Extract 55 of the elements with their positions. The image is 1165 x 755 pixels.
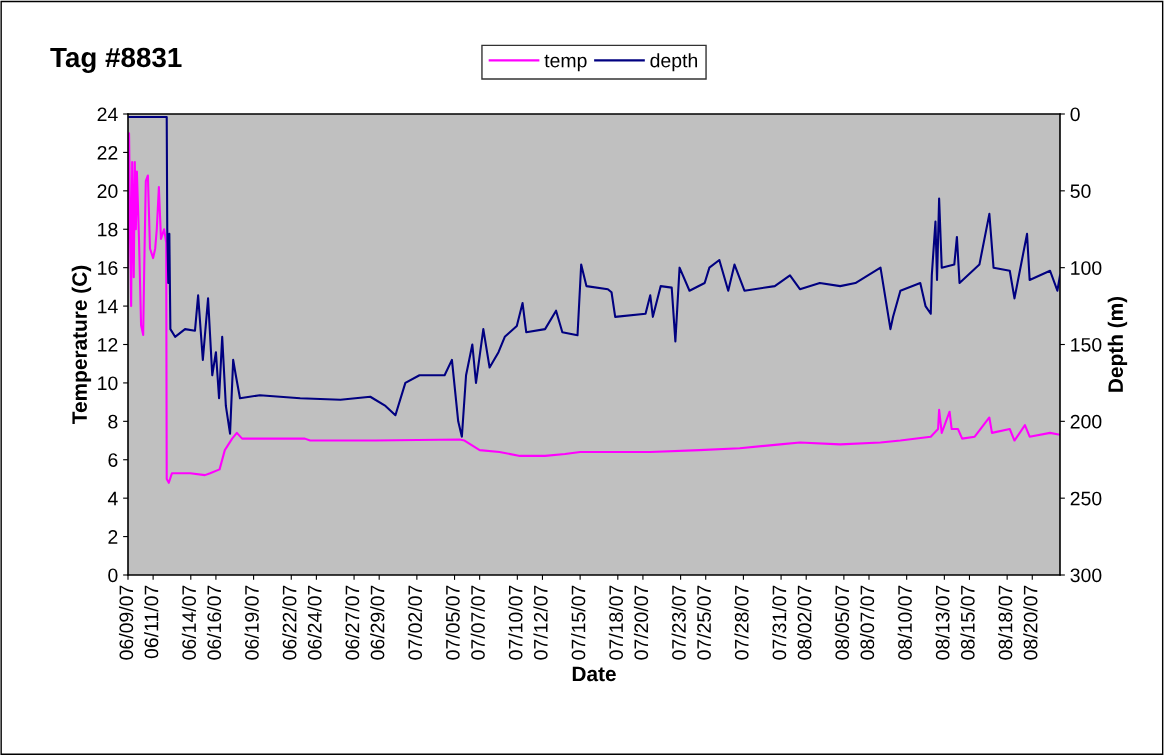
x-tick-label: 08/15/07 [960,585,975,660]
y-tick-label: 20 [97,184,118,199]
y-tick-label: 22 [97,145,118,160]
x-tick-label: 08/05/07 [834,585,850,660]
y2-tick-label: 250 [1070,491,1102,506]
x-tick-label: 07/20/07 [633,585,649,660]
x-tick-label: 06/27/07 [345,585,360,660]
y-tick-label: 4 [107,491,118,506]
x-tick-label: 07/02/07 [407,585,423,660]
x-tick-label: 08/02/07 [797,585,812,660]
x-tick-label: 06/22/07 [282,585,297,660]
x-tick-label: 08/13/07 [935,585,950,660]
x-tick-label: 08/07/07 [859,585,875,660]
y-axis-title: Temperature (C) [71,265,92,424]
x-tick-label: 07/10/07 [508,585,523,660]
x-tick-label: 06/09/07 [118,585,134,660]
y-tick-label: 10 [98,376,118,391]
y-tick-label: 12 [98,337,118,352]
y-tick-label: 6 [108,453,118,467]
y-tick-label: 14 [98,299,118,314]
chart-title: Tag #8831 [50,47,182,73]
y2-tick-label: 150 [1071,337,1102,352]
x-tick-label: 07/23/07 [671,585,686,660]
y-tick-label: 16 [98,261,118,275]
legend-label: depth [650,53,698,72]
x-tick-label: 07/07/07 [470,585,485,660]
x-tick-label: 07/25/07 [696,585,711,660]
x-tick-label: 06/11/07 [144,585,159,659]
x-tick-label: 07/18/07 [608,585,624,660]
x-tick-label: 07/15/07 [571,585,586,660]
y2-axis-title: Depth (m) [1107,296,1128,392]
y-tick-label: 0 [108,568,118,583]
x-tick-label: 06/14/07 [181,585,197,660]
y2-tick-label: 200 [1070,414,1102,429]
x-tick-label: 08/18/07 [998,585,1013,660]
y2-tick-label: 50 [1070,184,1091,199]
legend-label: temp [544,54,587,72]
x-tick-label: 07/12/07 [533,585,548,660]
x-tick-label: 06/19/07 [244,585,259,660]
x-axis-title: Date [572,666,616,682]
x-tick-label: 07/31/07 [772,585,787,660]
y2-tick-label: 300 [1070,568,1102,583]
y2-tick-label: 100 [1071,261,1102,275]
y2-tick-label: 0 [1070,107,1080,122]
x-tick-label: 06/29/07 [370,585,385,660]
x-tick-label: 07/28/07 [734,585,749,660]
y-tick-label: 18 [98,222,118,237]
x-tick-label: 07/05/07 [445,585,460,660]
y-tick-label: 2 [108,530,118,544]
y-tick-label: 8 [108,414,118,429]
x-tick-label: 06/24/07 [307,585,322,660]
x-tick-label: 08/10/07 [897,585,912,660]
x-tick-label: 06/16/07 [206,585,222,660]
x-tick-label: 08/20/07 [1023,585,1038,660]
y-tick-label: 24 [97,107,118,122]
